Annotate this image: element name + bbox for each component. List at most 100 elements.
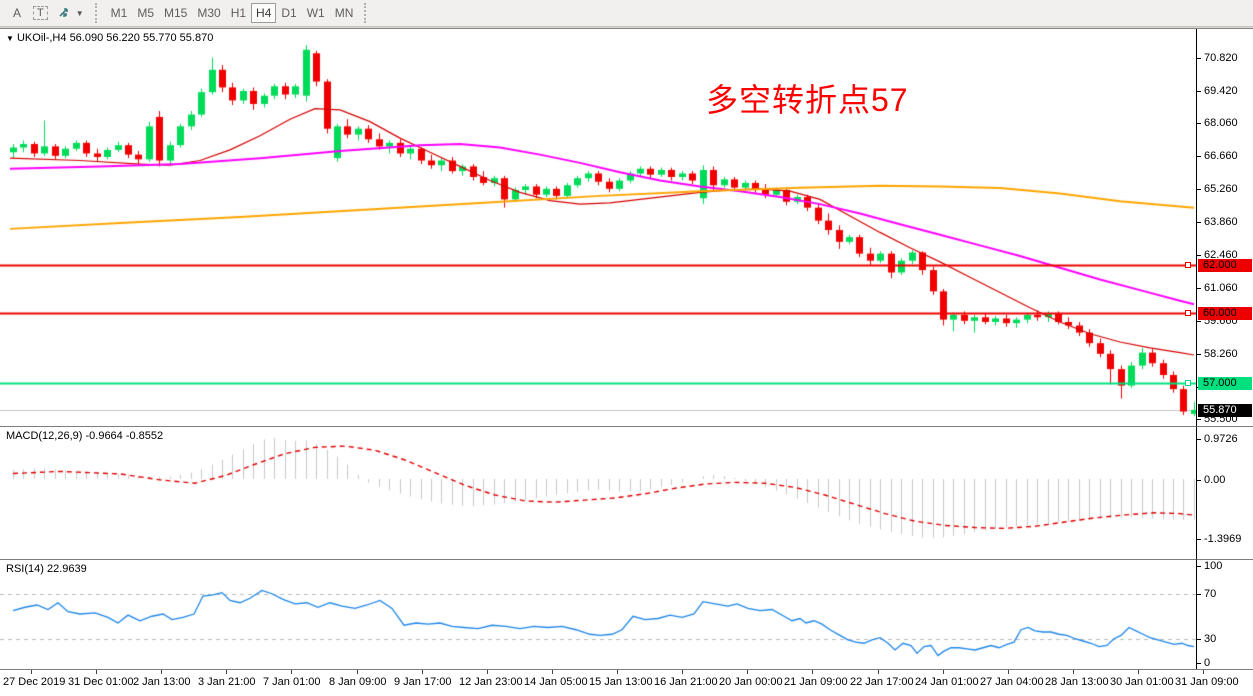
time-label: 28 Jan 13:00 <box>1045 676 1109 688</box>
time-label: 27 Dec 2019 <box>3 676 66 688</box>
macd-tick: 0.9726 <box>1204 433 1238 445</box>
rsi-name: RSI(14) <box>6 563 44 575</box>
price-plot-canvas[interactable] <box>0 29 1196 425</box>
text-tool-icon: A <box>12 6 21 20</box>
macd-tick: 0.00 <box>1204 474 1226 486</box>
timeframe-m5[interactable]: M5 <box>137 6 154 20</box>
time-tickmark <box>943 670 944 674</box>
text-tool-button[interactable]: A <box>6 3 28 23</box>
timeframe-d1[interactable]: D1 <box>281 6 297 20</box>
time-tickmark <box>226 670 227 674</box>
time-tickmark <box>878 670 879 674</box>
price-level-chip[interactable]: 60.000 <box>1198 307 1252 320</box>
chart-annotation-text[interactable]: 多空转折点57 <box>706 82 909 118</box>
macd-pane: MACD(12,26,9) -0.9664 -0.8552 <box>0 426 1196 559</box>
time-label: 16 Jan 21:00 <box>654 676 718 688</box>
timeframe-m15[interactable]: M15 <box>164 6 188 20</box>
rsi-tick: 100 <box>1204 560 1223 572</box>
time-tickmark <box>357 670 358 674</box>
price-tick: 66.660 <box>1204 150 1238 162</box>
hline-handle[interactable] <box>1185 262 1191 268</box>
time-label: 7 Jan 01:00 <box>263 676 321 688</box>
macd-plot-canvas[interactable] <box>0 427 1196 559</box>
time-tickmark <box>96 670 97 674</box>
textbox-tool-icon: T <box>33 6 48 20</box>
time-tickmark <box>812 670 813 674</box>
toolbar-separator <box>364 3 369 23</box>
price-tick: 65.260 <box>1204 183 1238 195</box>
time-tickmark <box>1073 670 1074 674</box>
axis-tickmark <box>1197 566 1201 567</box>
time-tickmark <box>617 670 618 674</box>
macd-name: MACD(12,26,9) <box>6 430 83 442</box>
timeframe-group: M1 M5 M15 M30 H1 H4 D1 W1 MN <box>106 3 359 23</box>
time-axis[interactable]: 27 Dec 2019 31 Dec 01:00 2 Jan 13:00 3 Jan … <box>0 669 1253 696</box>
time-tickmark <box>1203 670 1204 674</box>
time-tickmark <box>747 670 748 674</box>
arrows-tool-button[interactable]: ▼ <box>53 3 89 23</box>
symbol-label: UKOil-,H4 <box>16 32 67 44</box>
chart-window: ▼ UKOil-,H4 56.090 56.220 55.770 55.870 … <box>0 28 1253 696</box>
ohlc-values: 56.090 56.220 55.770 55.870 <box>69 32 214 44</box>
time-label: 21 Jan 09:00 <box>784 676 848 688</box>
price-tick: 58.260 <box>1204 348 1238 360</box>
textbox-tool-button[interactable]: T <box>28 3 53 23</box>
diagonal-arrows-icon <box>58 5 74 22</box>
price-level-chip[interactable]: 62.000 <box>1198 259 1252 272</box>
axis-tickmark <box>1197 594 1201 595</box>
macd-axis[interactable]: 0.9726 0.00 -1.3969 <box>1196 426 1253 559</box>
price-axis[interactable]: 70.820 69.420 68.060 66.660 65.260 63.860 62.4… <box>1196 29 1253 426</box>
macd-tick: -1.3969 <box>1204 533 1242 545</box>
time-tickmark <box>161 670 162 674</box>
axis-tickmark <box>1197 91 1201 92</box>
time-tickmark <box>422 670 423 674</box>
time-label: 14 Jan 05:00 <box>524 676 588 688</box>
timeframe-h1[interactable]: H1 <box>230 6 247 20</box>
time-label: 12 Jan 23:00 <box>459 676 523 688</box>
timeframe-mn[interactable]: MN <box>334 6 354 20</box>
axis-tickmark <box>1197 123 1201 124</box>
timeframe-m1[interactable]: M1 <box>110 6 128 20</box>
symbol-dropdown-icon[interactable]: ▼ <box>6 34 14 43</box>
axis-tickmark <box>1197 539 1201 540</box>
price-pane: ▼ UKOil-,H4 56.090 56.220 55.770 55.870 … <box>0 29 1196 426</box>
hline-handle[interactable] <box>1185 310 1191 316</box>
toolbar-separator <box>94 3 100 23</box>
axis-tickmark <box>1197 222 1201 223</box>
rsi-label: RSI(14) 22.9639 <box>6 563 87 575</box>
current-price-chip: 55.870 <box>1198 404 1252 417</box>
axis-tickmark <box>1197 189 1201 190</box>
time-tickmark <box>1138 670 1139 674</box>
time-label: 3 Jan 21:00 <box>198 676 256 688</box>
chart-header: ▼ UKOil-,H4 56.090 56.220 55.770 55.870 <box>6 32 213 44</box>
time-label: 31 Dec 01:00 <box>68 676 134 688</box>
rsi-tick: 0 <box>1204 657 1211 669</box>
time-tickmark <box>487 670 488 674</box>
rsi-axis[interactable]: 100 70 30 0 <box>1196 559 1253 669</box>
time-label: 30 Jan 01:00 <box>1110 676 1174 688</box>
price-tick: 68.060 <box>1204 117 1238 129</box>
rsi-tick: 70 <box>1204 588 1217 600</box>
axis-tickmark <box>1197 480 1201 481</box>
toolbar: A T ▼ M1 M5 M15 M30 H1 H4 D1 W1 MN <box>0 0 1253 27</box>
time-label: 27 Jan 04:00 <box>980 676 1044 688</box>
time-tickmark <box>291 670 292 674</box>
price-tick: 69.420 <box>1204 85 1238 97</box>
time-label: 20 Jan 00:00 <box>719 676 783 688</box>
hline-handle[interactable] <box>1185 380 1191 386</box>
price-tick: 61.060 <box>1204 282 1238 294</box>
axis-tickmark <box>1197 156 1201 157</box>
axis-tickmark <box>1197 321 1201 322</box>
time-tickmark <box>682 670 683 674</box>
time-tickmark <box>31 670 32 674</box>
time-label: 9 Jan 17:00 <box>394 676 452 688</box>
time-label: 22 Jan 17:00 <box>850 676 914 688</box>
price-level-chip[interactable]: 57.000 <box>1198 377 1252 390</box>
axis-tickmark <box>1197 439 1201 440</box>
timeframe-w1[interactable]: W1 <box>306 6 325 20</box>
axis-tickmark <box>1197 639 1201 640</box>
timeframe-h4[interactable]: H4 <box>251 3 277 23</box>
timeframe-m30[interactable]: M30 <box>197 6 221 20</box>
rsi-plot-canvas[interactable] <box>0 560 1196 669</box>
axis-tickmark <box>1197 288 1201 289</box>
